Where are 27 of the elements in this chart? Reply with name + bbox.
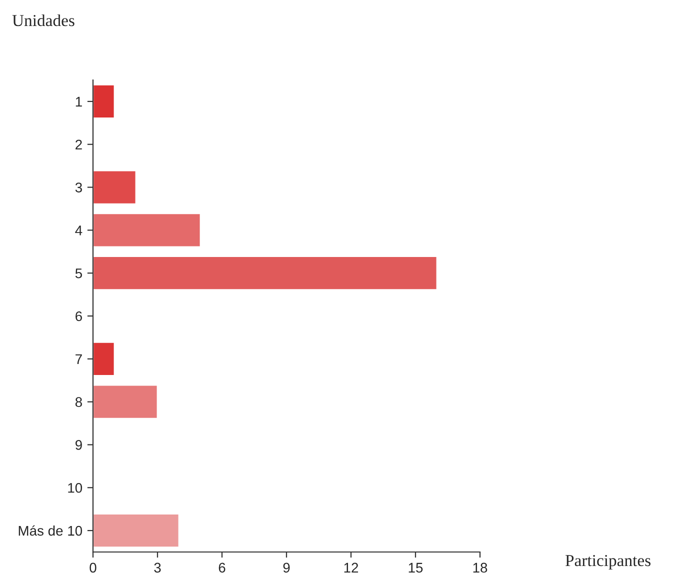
y-tick-label: 2 (76, 140, 82, 150)
bar (93, 384, 158, 420)
bar (93, 256, 438, 291)
x-tick-label: 3 (154, 562, 161, 573)
y-tick-label: 7 (76, 354, 82, 364)
y-tick-label: 10 (68, 482, 82, 493)
x-tick-label: 15 (408, 562, 423, 573)
y-tick-label: 5 (75, 268, 82, 278)
x-tick-label: 12 (344, 562, 358, 572)
y-tick-label: 4 (75, 226, 82, 236)
bar (93, 212, 202, 248)
y-tick-label: 8 (75, 397, 82, 407)
x-tick-label: 6 (218, 562, 226, 573)
y-tick-label: 9 (76, 440, 82, 450)
y-axis-title: Unidades (12, 14, 74, 26)
y-tick-label: 3 (75, 182, 82, 192)
x-tick-label: 0 (90, 562, 96, 573)
x-tick-label: 9 (283, 562, 290, 573)
bar (93, 84, 116, 119)
x-tick-label: 18 (473, 562, 488, 573)
bar (93, 341, 116, 376)
bar (93, 170, 137, 205)
x-axis-title: Participantes (565, 554, 650, 570)
y-tick-label: Más de 10 (18, 525, 82, 536)
y-tick-label: 1 (76, 96, 82, 106)
bar (93, 513, 180, 548)
y-tick-label: 6 (76, 311, 82, 322)
